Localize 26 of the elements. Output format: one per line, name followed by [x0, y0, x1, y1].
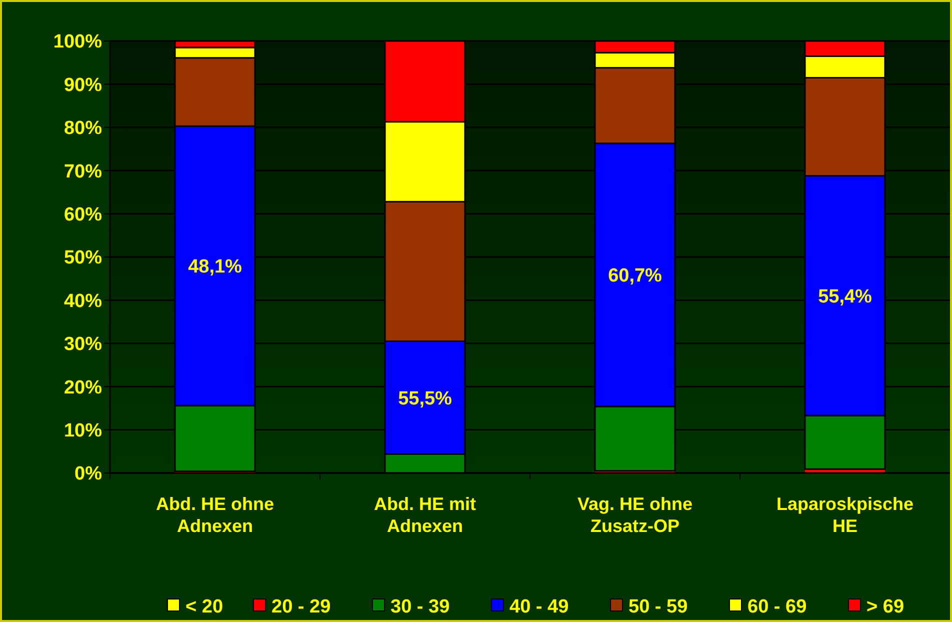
- annotation: 60,7%: [608, 266, 662, 287]
- annotation: 55,4%: [818, 286, 872, 308]
- legend-label: < 20: [186, 596, 224, 618]
- y-tick-label: 90%: [64, 74, 102, 96]
- y-tick-label: 0%: [74, 464, 102, 485]
- annotation: 48,1%: [188, 256, 242, 278]
- y-tick-label: 10%: [64, 420, 102, 442]
- y-tick-label: 40%: [64, 290, 102, 312]
- legend-label: 50 - 59: [628, 596, 688, 618]
- y-tick-label: 70%: [64, 161, 102, 182]
- y-tick-label: 80%: [64, 118, 102, 140]
- x-tick-label: Laparoskpische HE: [776, 494, 914, 536]
- y-tick-label: 50%: [64, 248, 102, 269]
- x-tick-label: Vag. HE ohne Zusatz-OP: [577, 494, 693, 536]
- x-tick-label: Abd. HE mit Adnexen: [374, 494, 476, 536]
- legend-label: 60 - 69: [748, 596, 807, 618]
- annotation: 55,5%: [398, 388, 452, 410]
- legend-label: 20 - 29: [272, 596, 331, 618]
- y-tick-label: 60%: [64, 204, 102, 226]
- y-tick-label: 20%: [64, 377, 102, 398]
- y-tick-label: 30%: [64, 334, 102, 356]
- legend-label: 30 - 39: [390, 596, 450, 618]
- legend-label: 40 - 49: [510, 596, 569, 618]
- y-tick-label: 100%: [53, 32, 102, 53]
- x-tick-label: Abd. HE ohne Adnexen: [156, 494, 274, 536]
- legend-label: > 69: [866, 596, 904, 618]
